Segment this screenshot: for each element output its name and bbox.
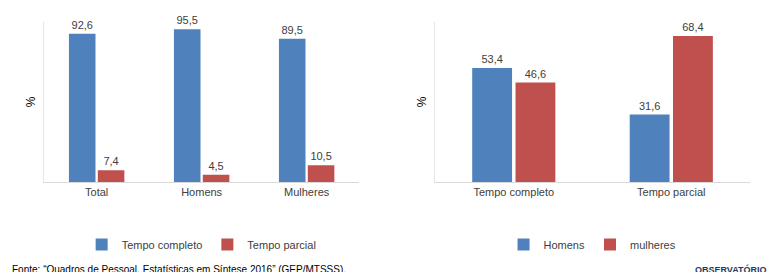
svg-text:Total: Total — [85, 186, 108, 198]
svg-text:mulheres: mulheres — [630, 239, 676, 251]
svg-text:Tempo parcial: Tempo parcial — [637, 186, 705, 198]
svg-text:89,5: 89,5 — [281, 24, 302, 36]
svg-text:4,5: 4,5 — [208, 160, 223, 172]
svg-text:31,6: 31,6 — [639, 100, 660, 112]
svg-text:10,5: 10,5 — [310, 150, 331, 162]
svg-text:92,6: 92,6 — [72, 19, 93, 31]
svg-text:Fonte: “Quadros de Pessoal, Es: Fonte: “Quadros de Pessoal, Estatísticas… — [12, 264, 346, 272]
svg-text:95,5: 95,5 — [176, 14, 197, 26]
svg-text:Tempo completo: Tempo completo — [473, 186, 554, 198]
svg-text:7,4: 7,4 — [103, 155, 118, 167]
svg-text:%: % — [415, 96, 429, 107]
svg-text:68,4: 68,4 — [682, 21, 703, 33]
svg-text:Tempo completo: Tempo completo — [122, 239, 203, 251]
svg-text:53,4: 53,4 — [481, 53, 502, 65]
svg-text:46,6: 46,6 — [525, 68, 546, 80]
svg-text:Mulheres: Mulheres — [284, 186, 330, 198]
svg-text:Homens: Homens — [544, 239, 585, 251]
svg-text:%: % — [24, 96, 38, 107]
svg-text:OBSERVATÓRIO: OBSERVATÓRIO — [695, 264, 767, 272]
svg-text:Homens: Homens — [181, 186, 222, 198]
svg-text:Tempo parcial: Tempo parcial — [247, 239, 315, 251]
